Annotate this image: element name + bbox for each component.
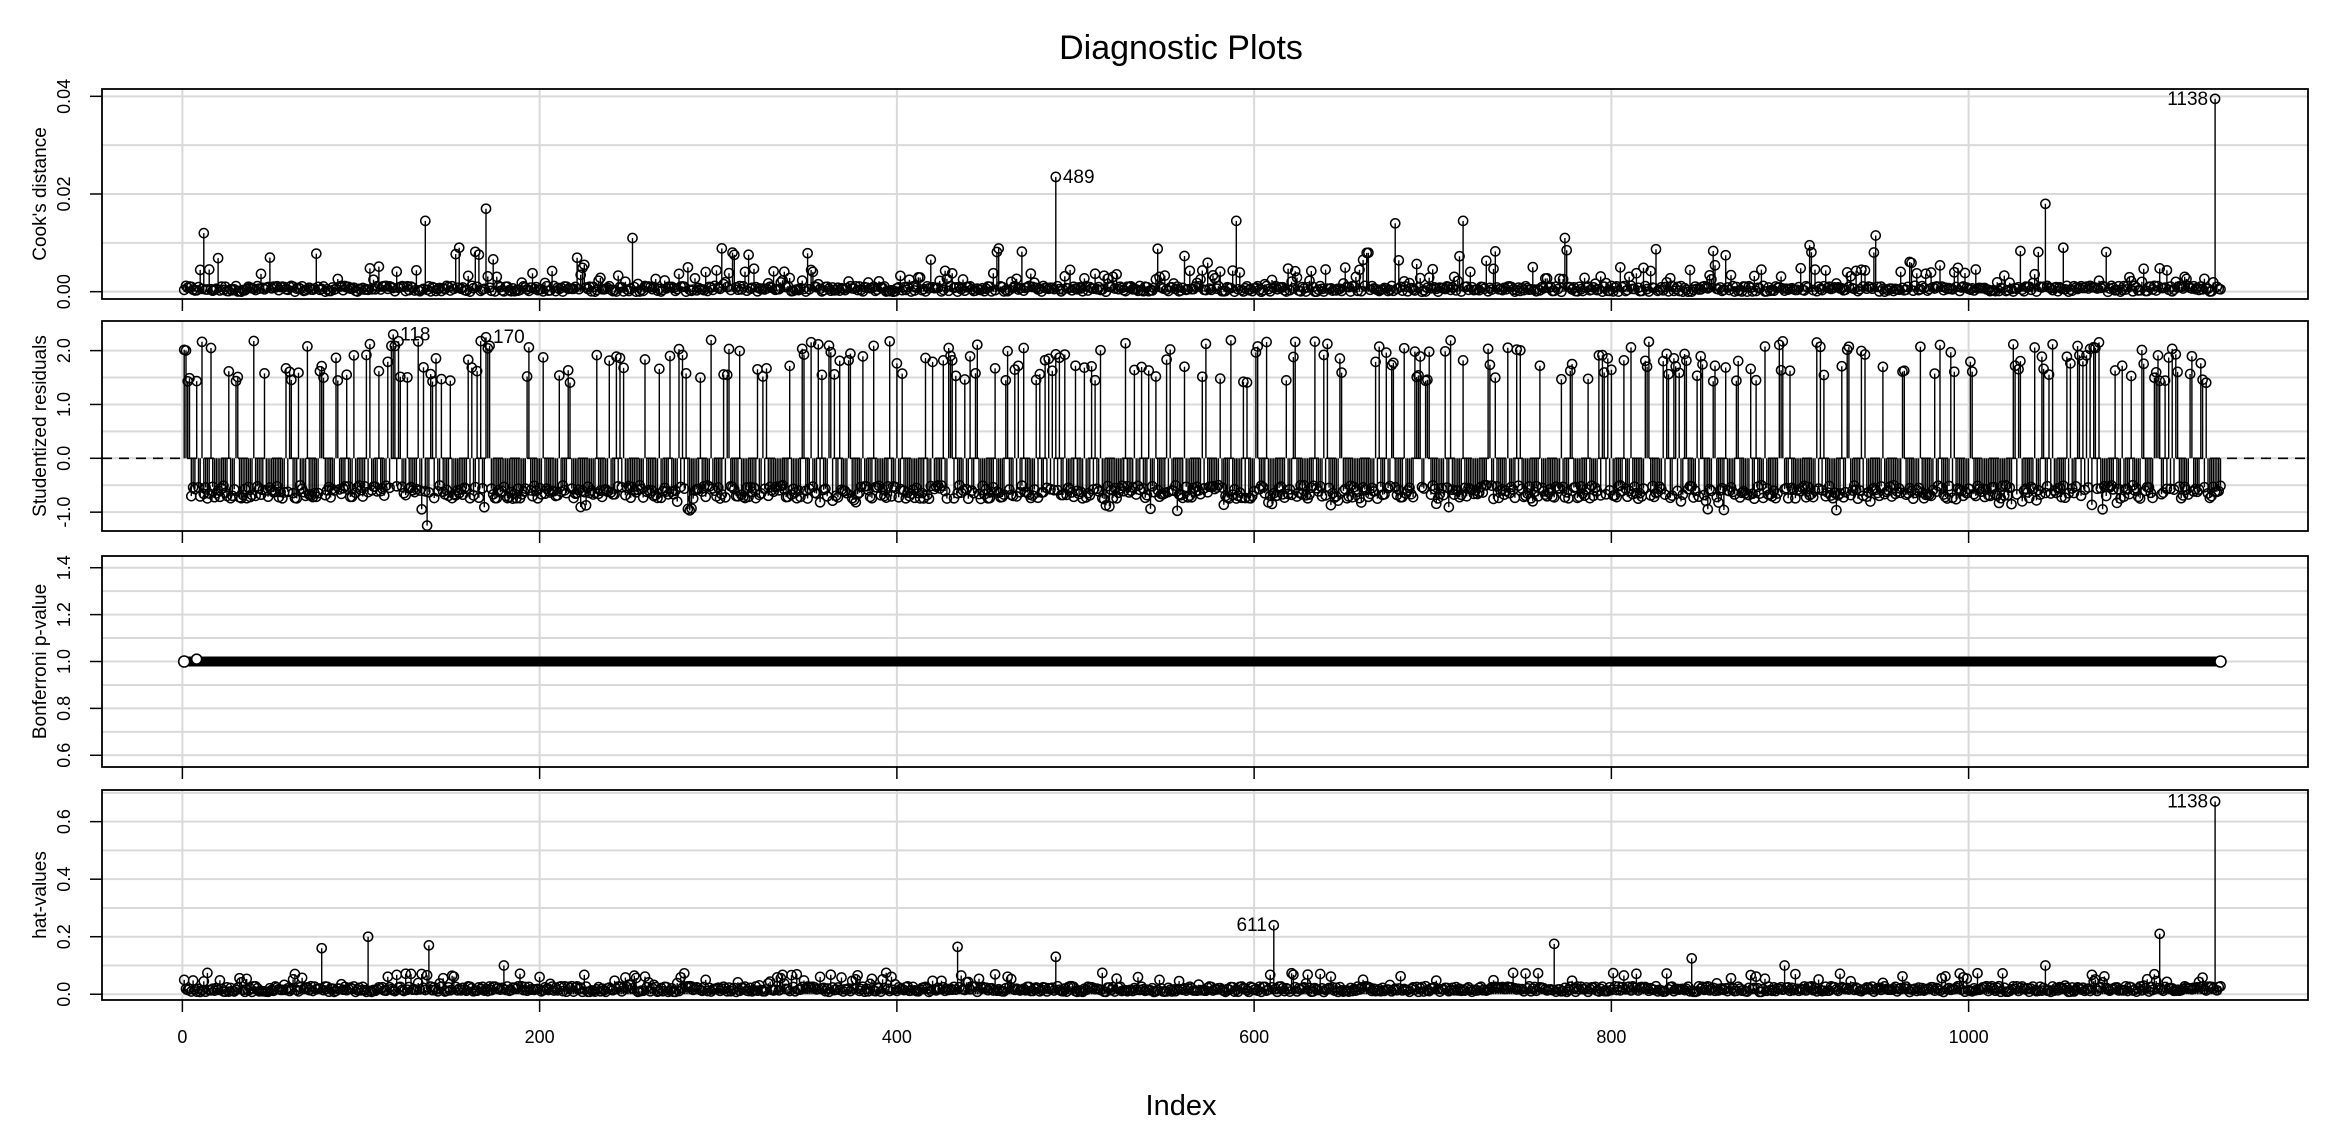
y-tick-label: 0.0 (54, 982, 74, 1007)
y-tick-label: 0.8 (54, 696, 74, 721)
y-tick-label: 0.00 (54, 274, 74, 309)
x-tick-label: 1000 (1949, 1027, 1989, 1047)
y-tick-label: 1.4 (54, 555, 74, 580)
data-points (178, 796, 2226, 998)
point-label: 118 (400, 324, 430, 345)
y-tick-label: 0.4 (54, 867, 74, 892)
y-axis-label: hat-values (30, 851, 51, 939)
y-tick-label: 0.02 (54, 176, 74, 211)
y-tick-label: 0.2 (54, 924, 74, 949)
y-axis-label: Studentized residuals (30, 335, 51, 517)
panel-frame (101, 555, 2309, 768)
y-tick-label: 1.2 (54, 602, 74, 627)
y-tick-label: 0.04 (54, 79, 74, 114)
x-axis: 0 200 400 600 800 1000 (177, 1027, 1988, 1047)
data-layer (178, 93, 2226, 297)
data-layer (178, 796, 2226, 998)
x-tick-label: 800 (1596, 1027, 1626, 1047)
y-tick-label: 0.6 (54, 809, 74, 834)
point-label: 170 (493, 327, 525, 348)
data-points (178, 329, 2226, 531)
y-tick-label: 1.0 (54, 392, 74, 417)
y-axis-label: Cook's distance (30, 127, 51, 261)
y-tick-label: -1.0 (54, 497, 74, 528)
y-tick-label: 1.0 (54, 649, 74, 674)
y-tick-label: 2.0 (54, 338, 74, 363)
x-axis-label: Index (1146, 1090, 1217, 1122)
point-label: 1138 (2167, 792, 2208, 813)
x-tick-label: 200 (525, 1027, 555, 1047)
y-axis-label: Bonferroni p-value (30, 584, 51, 739)
y-tick-label: 0.6 (54, 743, 74, 768)
point-label: 489 (1063, 167, 1095, 188)
panel-frame (101, 88, 2309, 300)
point-label: 1138 (2167, 89, 2208, 110)
data-point (190, 653, 203, 665)
x-tick-label: 0 (177, 1027, 187, 1047)
data-point (2214, 655, 2227, 668)
panel-frame (101, 320, 2309, 532)
data-layer (102, 329, 2308, 531)
stem-lines (183, 334, 2222, 526)
y-tick-label: 0.0 (54, 446, 74, 471)
data-points (178, 93, 2226, 297)
x-tick-label: 600 (1239, 1027, 1269, 1047)
panel-frame (101, 789, 2309, 1001)
data-point (177, 655, 191, 668)
x-tick-label: 400 (882, 1027, 912, 1047)
data-layer (177, 653, 2227, 668)
chart-title: Diagnostic Plots (1059, 29, 1303, 67)
point-label: 611 (1236, 915, 1266, 936)
